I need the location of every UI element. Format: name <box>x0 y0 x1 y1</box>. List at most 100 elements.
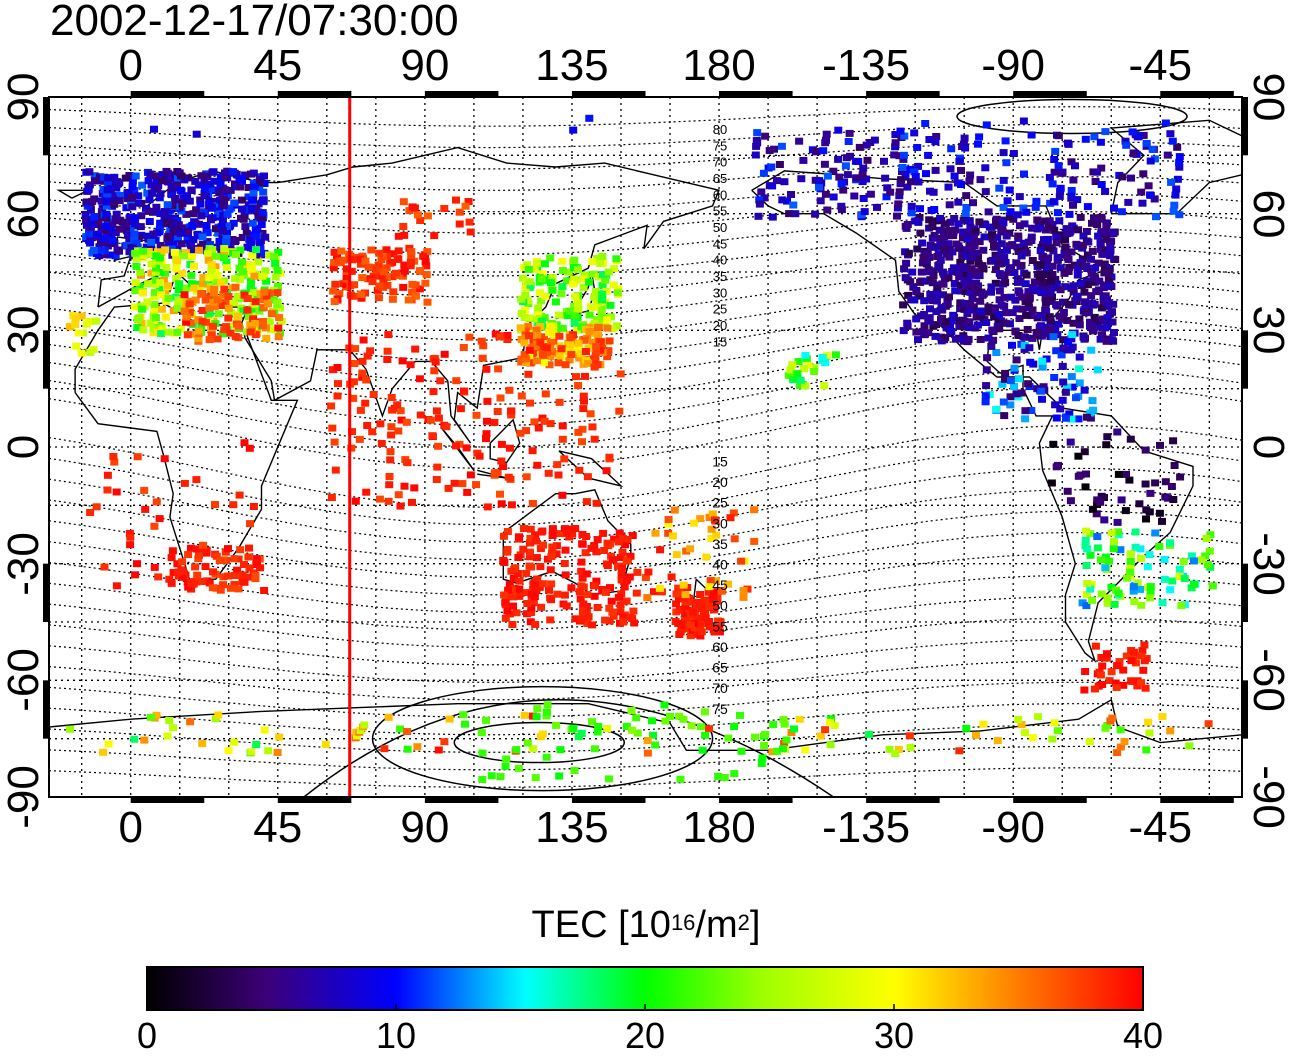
tec-cell <box>1102 222 1111 230</box>
tec-cell <box>532 326 541 334</box>
tec-cell <box>504 473 513 481</box>
tec-cell <box>525 314 534 322</box>
tec-cell <box>362 376 371 384</box>
tec-cell <box>526 534 535 542</box>
tec-cell <box>1019 117 1028 125</box>
tec-cell <box>500 558 509 566</box>
tec-cell <box>1098 681 1107 688</box>
tec-cell <box>614 538 623 546</box>
tec-cell <box>1059 336 1068 344</box>
tec-cell <box>696 621 705 629</box>
tec-cell <box>372 266 381 274</box>
tec-cell <box>526 539 535 547</box>
tec-cell <box>783 197 791 205</box>
tec-cell <box>1072 394 1080 402</box>
tec-cell <box>1051 401 1060 409</box>
tec-cell <box>1073 242 1082 250</box>
tec-cell <box>192 130 201 138</box>
tec-cell <box>522 261 531 269</box>
tec-cell <box>195 246 203 254</box>
tec-cell <box>430 367 439 375</box>
tec-cell <box>532 581 540 589</box>
tec-cell <box>918 239 927 247</box>
tec-cell <box>239 215 248 223</box>
tec-cell <box>245 564 254 572</box>
tec-cell <box>1076 280 1085 287</box>
tec-cell <box>222 323 231 331</box>
tec-cell <box>1160 575 1169 583</box>
tec-cell <box>477 729 486 737</box>
tec-cell <box>588 338 597 346</box>
tec-cell <box>1020 729 1029 737</box>
tec-cell <box>82 320 91 328</box>
tec-cell <box>598 314 607 322</box>
tec-cell <box>675 606 684 614</box>
tec-cell <box>517 295 526 303</box>
tec-cell <box>1179 558 1188 566</box>
tec-cell <box>567 584 576 592</box>
tec-cell <box>1126 435 1135 443</box>
tec-cell <box>406 361 415 369</box>
tec-cell <box>190 284 199 292</box>
tec-cell <box>710 628 719 636</box>
tec-cell <box>1093 366 1102 374</box>
tec-cell <box>201 563 210 570</box>
tec-cell <box>422 271 431 279</box>
tec-cell <box>339 256 348 264</box>
tec-cell <box>548 274 557 282</box>
tec-cell <box>931 217 940 225</box>
tec-cell <box>509 602 517 610</box>
tec-cell <box>1084 238 1093 246</box>
tec-cell <box>686 545 695 553</box>
tec-cell <box>681 603 690 610</box>
tec-cell <box>102 202 111 210</box>
tec-cell <box>550 332 559 340</box>
tec-cell <box>1098 331 1106 339</box>
tec-cell <box>1087 346 1096 354</box>
tec-cell <box>1088 596 1096 604</box>
colorbar-tick-label: 0 <box>136 1015 158 1056</box>
tec-cell <box>196 196 205 204</box>
tec-cell <box>1073 266 1082 274</box>
tec-cell <box>1081 298 1089 306</box>
tec-cell <box>815 183 823 191</box>
tec-cell <box>1013 211 1022 219</box>
tec-cell <box>761 132 770 140</box>
tec-cell <box>531 531 540 539</box>
tec-cell <box>830 722 839 730</box>
tec-cell <box>882 193 891 201</box>
tec-cell <box>202 222 211 229</box>
tec-cell <box>1071 297 1080 305</box>
tec-cell <box>841 162 850 170</box>
tec-cell <box>251 331 260 339</box>
tec-cell <box>1010 383 1018 390</box>
tec-cell <box>975 272 984 280</box>
tec-cell <box>893 204 902 212</box>
tec-cell <box>894 745 903 753</box>
tec-cell <box>399 198 408 206</box>
contour-label: 45 <box>712 577 728 593</box>
tec-cell <box>701 731 710 739</box>
tec-cell <box>207 261 216 269</box>
tec-cell <box>898 168 906 175</box>
contour-label: 70 <box>713 155 727 170</box>
x-tick-bottom: -45 <box>1128 803 1193 852</box>
tec-cell <box>1023 326 1032 333</box>
tec-cell <box>155 254 164 262</box>
tec-cell <box>1085 738 1094 746</box>
tec-cell <box>616 601 625 609</box>
tec-cell <box>978 262 987 270</box>
tec-cell <box>1068 343 1077 351</box>
tec-cell <box>1122 652 1131 660</box>
tec-cell <box>818 354 827 361</box>
tec-cell <box>242 229 251 237</box>
tec-cell <box>238 205 246 213</box>
tec-cell <box>137 319 146 327</box>
tec-cell <box>1052 301 1061 309</box>
tec-cell <box>99 185 108 193</box>
tec-cell <box>234 312 242 320</box>
tec-cell <box>1169 437 1178 445</box>
tec-cell <box>1097 164 1106 172</box>
tec-cell <box>912 286 921 294</box>
tec-cell <box>143 189 152 197</box>
